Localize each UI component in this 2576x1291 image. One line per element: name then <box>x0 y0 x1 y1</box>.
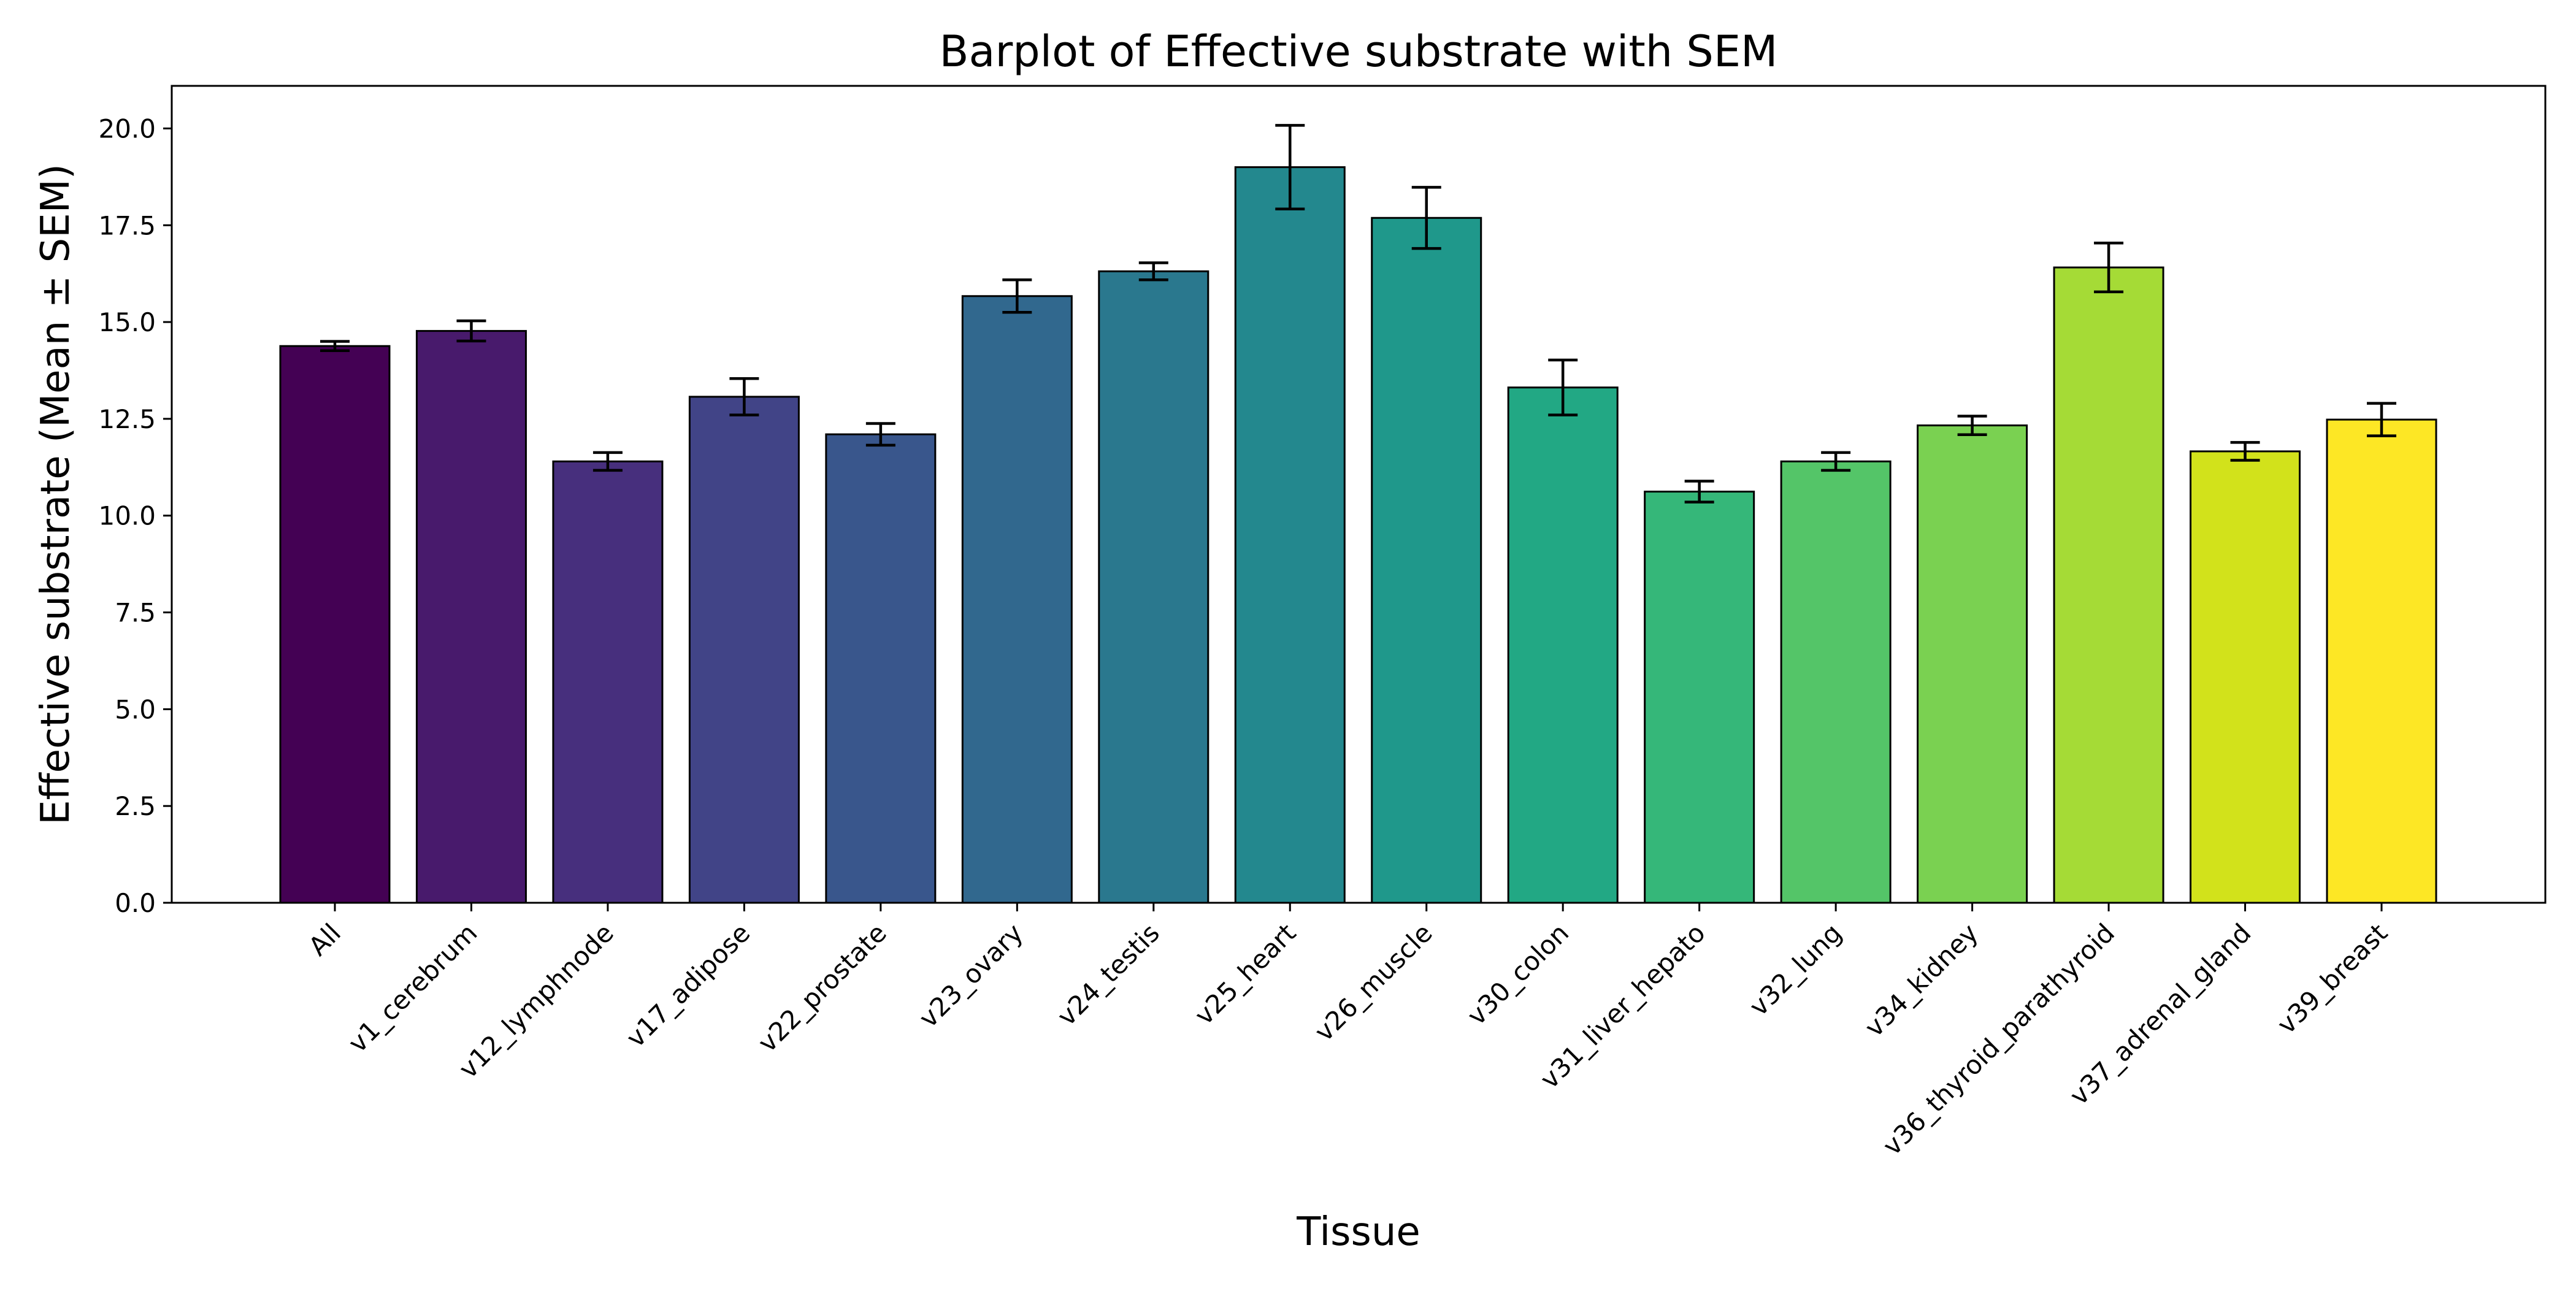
y-tick-label-0.0: 0.0 <box>115 888 156 918</box>
bar-v37_adrenal_gland <box>2190 450 2301 904</box>
x-axis-label: Tissue <box>1296 1209 1420 1255</box>
bar-v1_cerebrum <box>415 330 527 904</box>
bar-v30_colon <box>1507 386 1619 904</box>
y-tick-label-7.5: 7.5 <box>115 598 156 628</box>
y-tick-label-15.0: 15.0 <box>98 307 156 337</box>
y-tick-label-12.5: 12.5 <box>98 404 156 434</box>
bar-v25_heart <box>1234 166 1346 904</box>
bar-v36_thyroid_parathyroid <box>2053 266 2164 904</box>
bar-v34_kidney <box>1917 424 2028 904</box>
bar-v17_adipose <box>688 396 800 904</box>
chart-title: Barplot of Effective substrate with SEM <box>940 26 1778 77</box>
y-axis-label: Effective substrate (Mean ± SEM) <box>33 164 79 825</box>
y-tick-label-10.0: 10.0 <box>98 501 156 531</box>
bar-v39_breast <box>2326 418 2437 904</box>
plot-frame <box>171 85 2547 904</box>
bar-v32_lung <box>1780 460 1892 904</box>
bar-All <box>279 345 391 904</box>
bar-v24_testis <box>1098 270 1209 904</box>
bar-v26_muscle <box>1371 216 1482 904</box>
bar-v22_prostate <box>825 433 937 904</box>
y-tick-label-20.0: 20.0 <box>98 113 156 144</box>
error-bars-layer <box>320 124 2396 504</box>
bar-v31_liver_hepato <box>1644 491 1755 904</box>
y-tick-label-17.5: 17.5 <box>98 210 156 240</box>
bar-v23_ovary <box>961 295 1073 904</box>
y-axis: 0.0 2.5 5.0 7.5 10.0 12.5 15.0 17.5 20.0 <box>98 113 172 918</box>
y-tick-label-2.5: 2.5 <box>115 791 156 821</box>
y-tick-label-5.0: 5.0 <box>115 694 156 724</box>
bars-layer <box>279 166 2437 904</box>
bar-v12_lymphnode <box>552 460 664 904</box>
